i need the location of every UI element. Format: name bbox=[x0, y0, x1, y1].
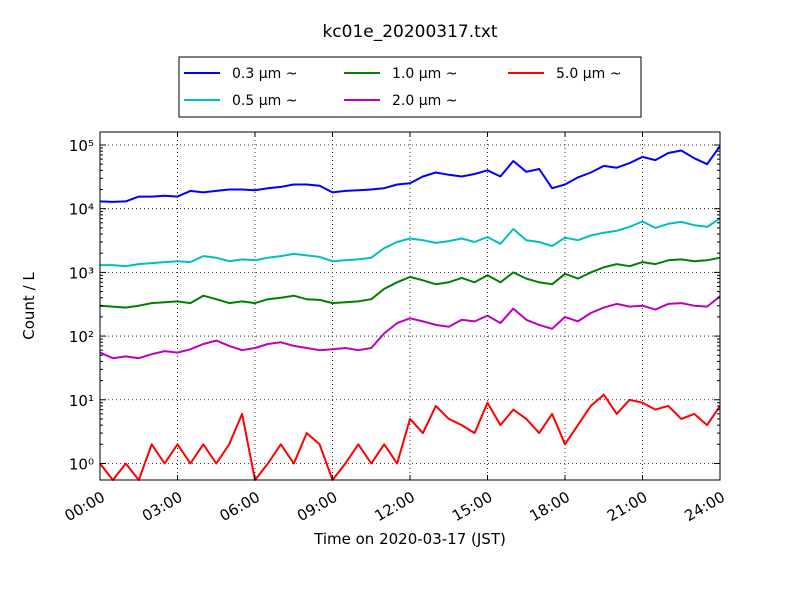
x-tick-label: 09:00 bbox=[294, 488, 340, 525]
y-tick-label: 10⁵ bbox=[69, 137, 94, 155]
y-tick-label: 10⁰ bbox=[69, 455, 94, 473]
y-axis-label: Count / L bbox=[20, 272, 38, 340]
x-tick-label: 03:00 bbox=[139, 488, 185, 525]
legend-label: 0.3 μm ~ bbox=[232, 66, 297, 82]
series-line bbox=[99, 256, 721, 309]
chart-title: kc01e_20200317.txt bbox=[322, 22, 497, 42]
series-lines bbox=[99, 145, 721, 481]
series-line bbox=[99, 393, 721, 481]
x-tick-label: 18:00 bbox=[527, 488, 573, 525]
grid bbox=[100, 132, 720, 480]
legend-label: 1.0 μm ~ bbox=[392, 66, 457, 82]
series-line bbox=[99, 145, 721, 203]
legend-label: 2.0 μm ~ bbox=[392, 93, 457, 109]
x-tick-label: 15:00 bbox=[449, 488, 495, 525]
legend-label: 5.0 μm ~ bbox=[556, 66, 621, 82]
axis-ticks: 00:00 03:00 06:00 09:00 12:00 15:00 18:00 21:00… bbox=[62, 132, 728, 525]
series-line bbox=[99, 295, 721, 360]
series-line bbox=[100, 217, 721, 268]
x-tick-label: 00:00 bbox=[62, 488, 108, 525]
x-tick-label: 21:00 bbox=[604, 488, 650, 525]
y-tick-label: 10³ bbox=[69, 264, 94, 282]
legend: 0.3 μm ~ 0.5 μm ~ 1.0 μm ~ 2.0 μm ~ 5.0 μm ~ bbox=[178, 56, 642, 118]
x-tick-label: 24:00 bbox=[682, 488, 728, 525]
legend-frame bbox=[178, 56, 642, 118]
y-tick-label: 10² bbox=[69, 328, 94, 346]
legend-label: 0.5 μm ~ bbox=[232, 93, 297, 109]
y-tick-label: 10¹ bbox=[69, 392, 94, 410]
x-tick-label: 12:00 bbox=[372, 488, 418, 525]
y-tick-label: 10⁴ bbox=[69, 201, 94, 219]
x-axis-label: Time on 2020-03-17 (JST) bbox=[313, 530, 506, 548]
x-tick-label: 06:00 bbox=[217, 488, 263, 525]
